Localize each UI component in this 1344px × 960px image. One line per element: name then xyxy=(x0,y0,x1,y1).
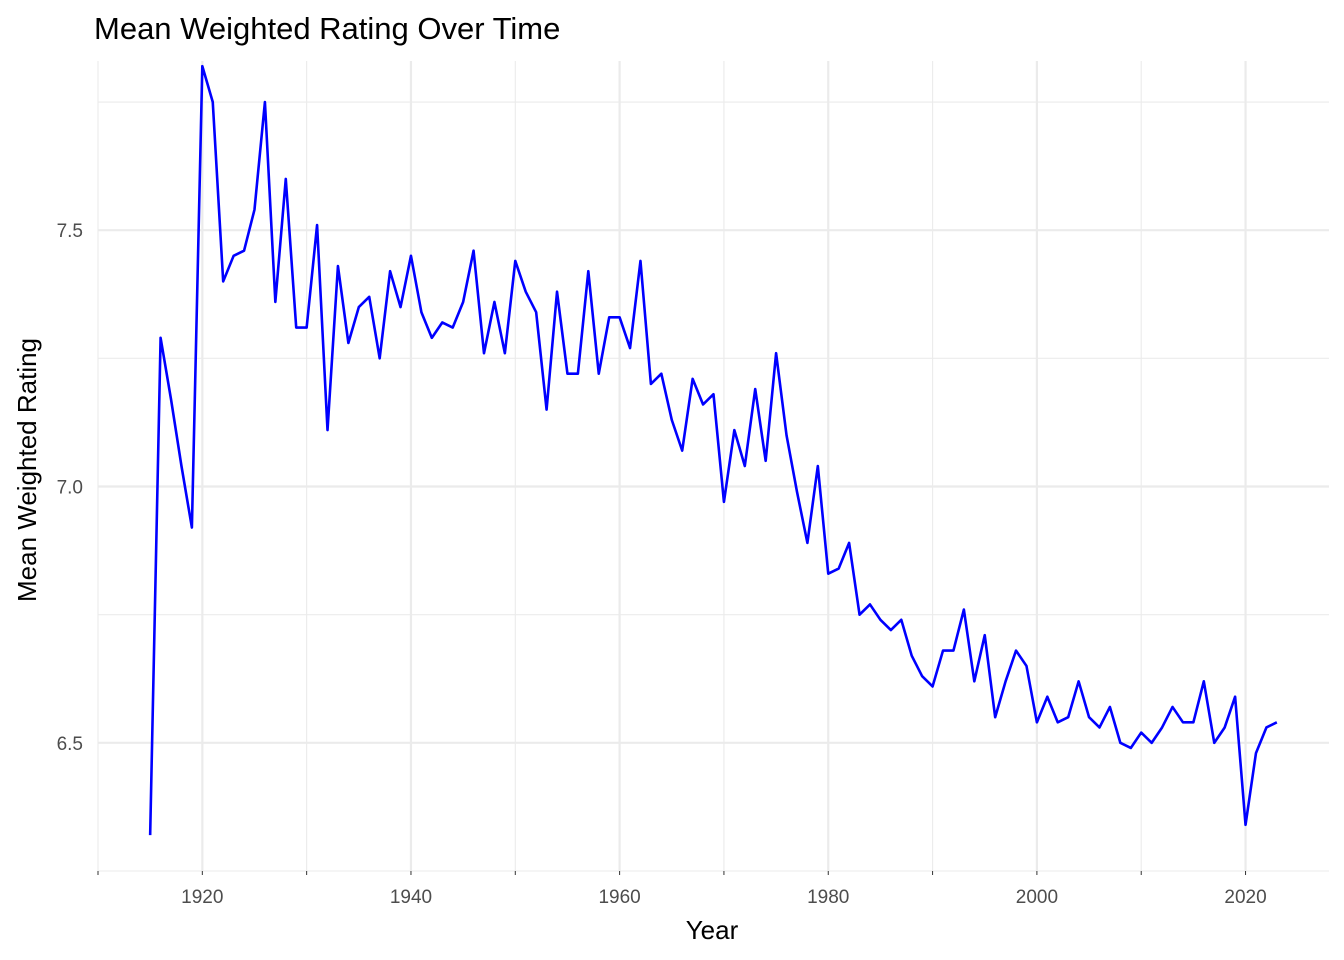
y-tick-label: 7.0 xyxy=(57,478,83,499)
x-tick-label: 1940 xyxy=(390,887,432,908)
x-tick-label: 1980 xyxy=(807,887,849,908)
x-axis-label: Year xyxy=(686,915,739,945)
series-layer xyxy=(148,64,1278,836)
x-tick-label: 2020 xyxy=(1224,887,1266,908)
grid-layer xyxy=(97,61,1329,872)
y-tick-label: 6.5 xyxy=(57,734,83,755)
y-tick-label: 7.5 xyxy=(57,221,83,242)
chart-title: Mean Weighted Rating Over Time xyxy=(94,11,560,46)
tick-layer: 1920 1940 1960 1980 2000 2020 6.5 7.0 7.5 xyxy=(57,221,1267,908)
x-tick-label: 2000 xyxy=(1016,887,1058,908)
x-tick-label: 1960 xyxy=(598,887,640,908)
y-axis-label: Mean Weighted Rating xyxy=(12,338,42,602)
x-tick-label: 1920 xyxy=(181,887,223,908)
series-line xyxy=(148,64,1278,836)
